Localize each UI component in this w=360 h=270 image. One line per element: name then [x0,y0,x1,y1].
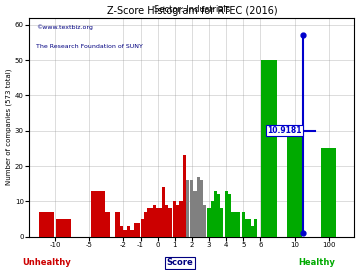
Text: 10.9181: 10.9181 [267,126,301,135]
Bar [190,180,193,237]
Bar [173,201,176,237]
Text: Sector: Industrials: Sector: Industrials [154,5,230,14]
Bar [150,208,153,237]
Bar [251,226,254,237]
Bar [234,212,237,237]
Bar [248,219,251,237]
Bar [220,208,223,237]
Bar [228,194,231,237]
Bar [153,205,156,237]
Text: Unhealthy: Unhealthy [22,258,71,267]
Bar [91,191,105,237]
Bar [237,212,240,237]
Text: ©www.textbiz.org: ©www.textbiz.org [36,24,93,30]
Bar [199,180,203,237]
Bar [261,60,276,237]
Bar [147,208,150,237]
Bar [137,222,140,237]
Bar [193,191,197,237]
Bar [165,205,168,237]
Bar [156,208,159,237]
Bar [179,201,183,237]
Bar [254,219,257,237]
Bar [242,212,245,237]
Bar [141,219,144,237]
Text: Score: Score [167,258,193,267]
Bar [211,201,213,237]
Bar [183,156,186,237]
Bar [207,208,211,237]
Bar [245,219,248,237]
Text: The Research Foundation of SUNY: The Research Foundation of SUNY [36,44,143,49]
Bar [130,230,134,237]
Bar [231,212,234,237]
Y-axis label: Number of companies (573 total): Number of companies (573 total) [5,69,12,185]
Bar [197,177,199,237]
Bar [162,187,165,237]
Bar [203,205,206,237]
Bar [159,208,162,237]
Bar [119,226,123,237]
Bar [123,230,127,237]
Bar [287,127,302,237]
Bar [217,194,220,237]
Bar [103,212,110,237]
Bar [144,212,147,237]
Bar [213,191,217,237]
Bar [134,222,137,237]
Bar [168,208,172,237]
Bar [39,212,54,237]
Bar [186,180,189,237]
Text: Healthy: Healthy [298,258,335,267]
Bar [114,212,121,237]
Title: Z-Score Histogram for RTEC (2016): Z-Score Histogram for RTEC (2016) [107,6,277,16]
Bar [56,219,71,237]
Bar [321,148,337,237]
Bar [127,226,130,237]
Bar [176,205,179,237]
Bar [225,191,228,237]
